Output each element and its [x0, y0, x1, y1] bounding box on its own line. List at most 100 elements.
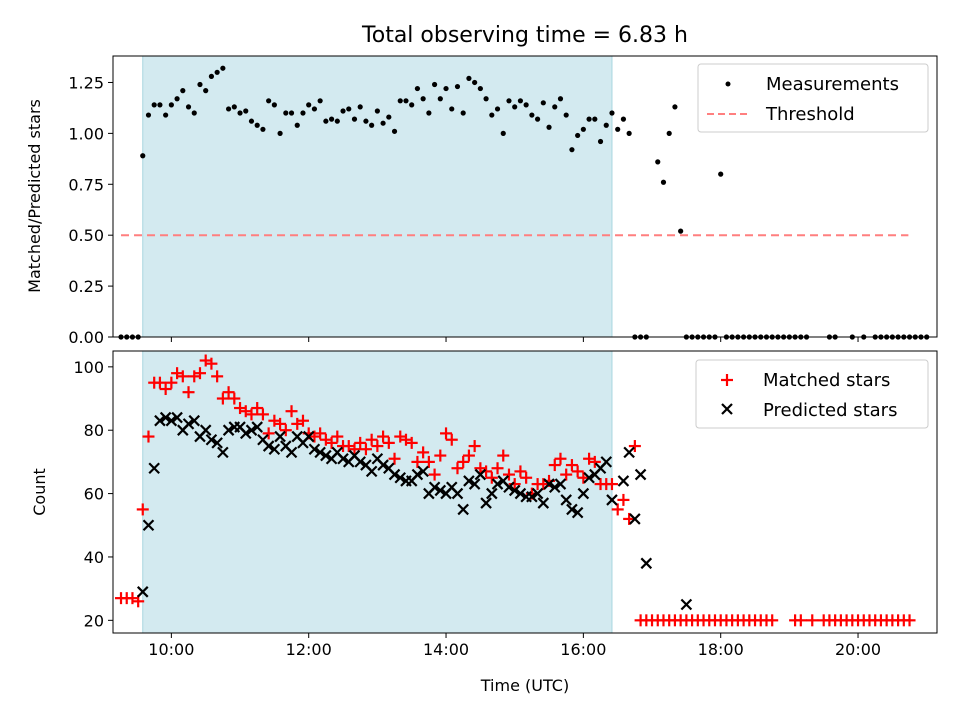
measurement-point [369, 122, 375, 128]
predicted-star-point [463, 475, 475, 487]
measurement-point [197, 81, 203, 88]
matched-star-point [623, 512, 636, 525]
legend-measurements-marker [725, 81, 731, 87]
predicted-star-point [617, 475, 630, 487]
measurement-point [283, 110, 289, 116]
matched-star-point [462, 449, 475, 462]
matched-star-point [331, 430, 344, 443]
y-tick-label: 0.75 [68, 175, 104, 194]
measurement-point [563, 112, 569, 118]
legend-matched-label: Matched stars [763, 370, 890, 391]
predicted-star-point [428, 481, 441, 494]
measurement-point [306, 102, 312, 108]
measurement-point [546, 124, 552, 130]
predicted-star-point [486, 487, 498, 500]
matched-star-point [377, 430, 390, 443]
count-points [115, 354, 916, 627]
predicted-star-point [394, 471, 407, 484]
measurement-point [666, 130, 672, 136]
predicted-star-point [337, 452, 349, 465]
bottom-y-axis-label: Count [30, 468, 49, 516]
predicted-star-point [308, 443, 321, 456]
matched-star-point [502, 468, 515, 481]
predicted-star-point [188, 414, 201, 427]
matched-star-point [405, 436, 418, 449]
chart-title: Total observing time = 6.83 h [361, 23, 688, 48]
measurement-point [409, 102, 415, 108]
measurement-point [472, 79, 478, 86]
top-legend: Measurements Threshold [697, 63, 929, 133]
predicted-star-point [217, 446, 229, 459]
matched-star-point [806, 614, 819, 627]
matched-star-point [136, 503, 149, 516]
measurement-point [437, 96, 443, 102]
predicted-star-point [222, 424, 235, 436]
predicted-star-point [508, 484, 521, 497]
matched-star-point [794, 614, 807, 627]
measurement-point [277, 130, 283, 136]
y-tick-label: 0.00 [68, 328, 104, 347]
predicted-star-point [474, 468, 487, 481]
matched-star-point [165, 376, 178, 389]
matched-star-point [325, 436, 338, 449]
matched-star-point [617, 493, 630, 506]
matched-star-point [382, 436, 395, 449]
predicted-star-point [142, 519, 155, 532]
matched-star-point [274, 417, 287, 430]
predicted-star-point [274, 430, 286, 443]
measurement-point [678, 228, 684, 234]
predicted-star-point [245, 424, 258, 436]
measurement-point [231, 104, 237, 110]
measurement-point [506, 98, 512, 104]
measurement-point [163, 112, 169, 118]
matched-star-point [193, 367, 206, 380]
measurement-point [529, 112, 535, 118]
matched-star-point [428, 468, 441, 481]
matched-star-point [159, 383, 172, 396]
predicted-star-point [457, 503, 469, 516]
predicted-star-point [514, 487, 527, 500]
measurement-point [386, 114, 392, 120]
measurement-point [374, 108, 380, 114]
measurement-point [248, 118, 255, 124]
matched-star-point [565, 459, 578, 472]
measurement-point [431, 81, 438, 88]
predicted-star-point [262, 440, 275, 452]
matched-star-point [422, 455, 435, 468]
measurement-point [557, 96, 564, 102]
measurement-point [517, 98, 524, 104]
measurement-point [403, 98, 409, 104]
measurement-point [288, 110, 295, 116]
predicted-star-point [543, 478, 555, 490]
x-axis-label: Time (UTC) [480, 676, 569, 695]
measurement-point [225, 106, 232, 112]
y-tick-label: 20 [84, 611, 104, 630]
predicted-star-point [566, 503, 578, 516]
y-tick-label: 1.00 [68, 124, 104, 143]
predicted-star-point [159, 411, 172, 424]
measurement-point [140, 153, 146, 159]
measurement-point [575, 132, 581, 139]
predicted-star-point [554, 478, 567, 490]
x-tick-label: 18:00 [698, 640, 744, 659]
measurement-point [317, 98, 323, 104]
measurement-point [220, 65, 226, 71]
predicted-star-point [503, 481, 515, 494]
y-tick-label: 60 [84, 485, 104, 504]
measurement-point [660, 179, 667, 185]
matched-star-point [554, 452, 567, 465]
measurement-point [323, 118, 329, 124]
bottom-legend: Matched stars Predicted stars [695, 359, 929, 429]
matched-star-point [445, 433, 458, 446]
matched-star-point [251, 402, 264, 415]
measurement-point [569, 147, 575, 153]
predicted-star-point [314, 446, 326, 459]
predicted-star-point [526, 490, 538, 503]
measurement-point [260, 126, 266, 132]
predicted-star-point [302, 430, 315, 443]
predicted-star-point [531, 487, 544, 500]
measurement-point [185, 104, 192, 110]
measurement-point [603, 122, 609, 128]
legend-predicted-marker [721, 403, 733, 415]
